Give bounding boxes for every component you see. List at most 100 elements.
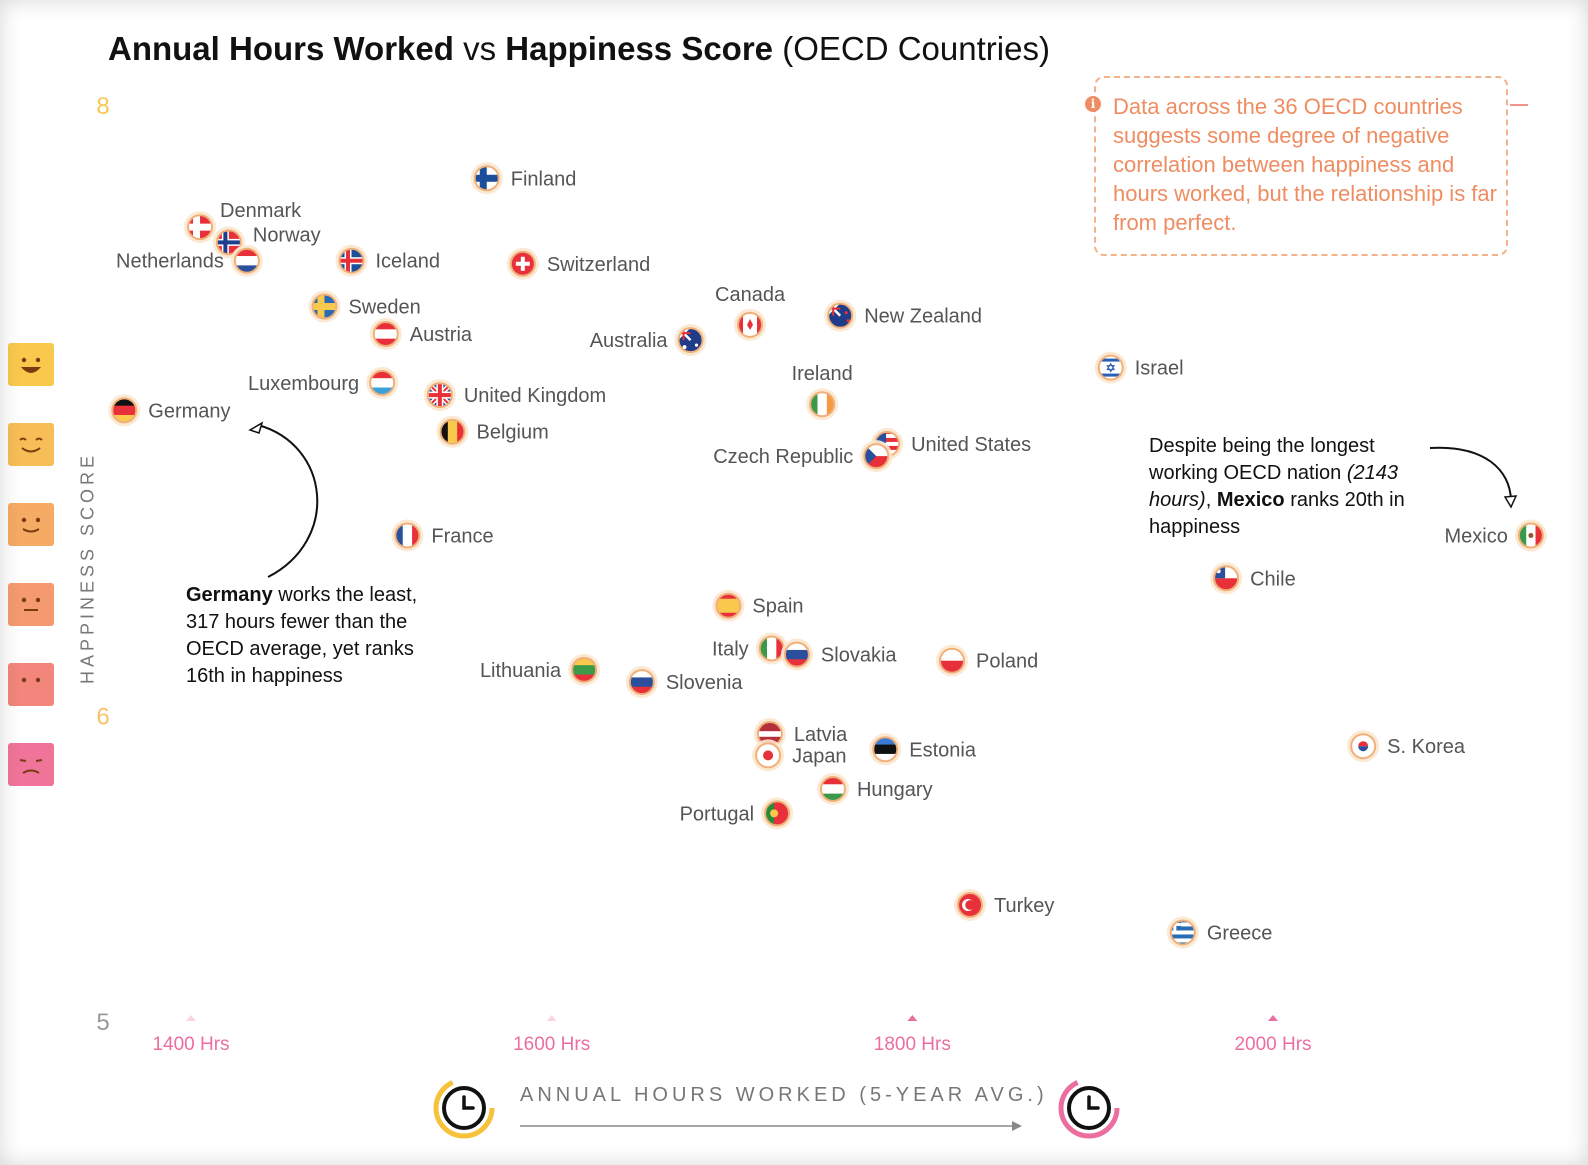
luxembourg-flag-icon (370, 370, 395, 395)
mood-face-very-happy-icon (8, 343, 54, 386)
data-point-united-kingdom: United Kingdom (423, 379, 606, 412)
point-label-denmark: Denmark (220, 200, 302, 222)
austria-flag-icon (373, 322, 398, 346)
point-label-lithuania: Lithuania (480, 660, 562, 682)
point-label-israel: Israel (1135, 358, 1184, 380)
insight-note-text: Data across the 36 OECD countries sugges… (1113, 94, 1497, 235)
point-label-luxembourg: Luxembourg (248, 373, 359, 395)
data-point-ireland: Ireland (792, 363, 853, 421)
france-flag-icon (395, 523, 420, 548)
point-label-mexico: Mexico (1445, 526, 1508, 548)
canada-flag-icon (738, 312, 763, 337)
data-point-poland: Poland (936, 644, 1038, 677)
x-axis-arrow-head (1012, 1121, 1022, 1131)
point-label-portugal: Portugal (680, 803, 755, 825)
point-label-slovakia: Slovakia (821, 645, 897, 667)
point-label-austria: Austria (410, 324, 473, 346)
x-tick-label: 1800 Hrs (874, 1034, 951, 1055)
point-label-netherlands: Netherlands (116, 251, 224, 273)
point-label-turkey: Turkey (994, 895, 1054, 917)
point-label-belgium: Belgium (476, 422, 548, 444)
data-point-belgium: Belgium (436, 415, 549, 448)
x-tick-marker-1400 (186, 1015, 196, 1021)
point-label-iceland: Iceland (375, 251, 440, 273)
x-tick-label: 1400 Hrs (152, 1034, 229, 1055)
data-point-greece: Greece (1166, 916, 1272, 949)
y-tick-label: 6 (96, 704, 109, 731)
poland-flag-icon (940, 648, 965, 673)
italy-flag-icon (759, 636, 784, 661)
clock-icon-end (1058, 1077, 1120, 1139)
mood-face-upset-icon (8, 743, 54, 786)
netherlands-flag-icon (234, 248, 259, 273)
point-label-slovenia: Slovenia (666, 672, 744, 694)
x-axis-label: ANNUAL HOURS WORKED (5-YEAR AVG.) (520, 1084, 1048, 1106)
point-label-canada: Canada (715, 284, 786, 306)
clock-icon-start (433, 1077, 495, 1139)
mood-face-content-icon (8, 503, 54, 546)
point-label-latvia: Latvia (794, 724, 848, 746)
point-label-japan: Japan (792, 745, 847, 767)
spain-flag-icon (716, 593, 741, 618)
data-point-finland: Finland (470, 162, 576, 195)
point-label-poland: Poland (976, 651, 1038, 673)
mood-face-unhappy-icon (8, 663, 54, 706)
data-point-luxembourg: Luxembourg (248, 366, 399, 399)
data-point-s-korea: S. Korea (1347, 730, 1466, 763)
point-label-new-zealand: New Zealand (864, 306, 982, 328)
data-point-estonia: Estonia (869, 733, 977, 766)
data-point-denmark: Denmark (184, 200, 302, 244)
germany-annotation: Germany works the least, 317 hours fewer… (186, 584, 418, 687)
data-point-austria: Austria (369, 318, 473, 350)
mexico-flag-icon (1518, 523, 1543, 548)
data-point-france: France (391, 519, 494, 552)
data-point-united-states: United States (871, 427, 1031, 460)
data-point-iceland: Iceland (335, 244, 440, 277)
germany-arrow-head (248, 421, 264, 434)
point-label-switzerland: Switzerland (547, 254, 650, 276)
point-label-ireland: Ireland (792, 363, 853, 385)
point-label-germany: Germany (148, 400, 230, 422)
data-point-czech-republic: Czech Republic (713, 440, 893, 473)
mood-face-neutral-icon (8, 583, 54, 626)
chart-title: Annual Hours Worked vs Happiness Score (… (108, 30, 1050, 67)
y-tick-label: 8 (96, 93, 109, 120)
point-label-norway: Norway (253, 224, 321, 246)
mood-face-happy-icon (8, 423, 54, 466)
chile-flag-icon (1214, 566, 1239, 591)
point-label-united-kingdom: United Kingdom (464, 385, 606, 407)
point-label-spain: Spain (752, 596, 803, 618)
mood-scale (8, 343, 54, 823)
data-point-new-zealand: New Zealand (824, 299, 982, 332)
data-point-lithuania: Lithuania (480, 653, 601, 686)
x-tick-label: 2000 Hrs (1234, 1034, 1311, 1055)
slovakia-flag-icon (784, 642, 809, 667)
data-point-sweden: Sweden (308, 290, 421, 323)
data-point-slovakia: Slovakia (780, 638, 897, 671)
point-label-sweden: Sweden (348, 297, 420, 319)
data-point-israel: Israel (1094, 351, 1184, 384)
hungary-flag-icon (820, 776, 845, 801)
ireland-flag-icon (810, 392, 835, 417)
data-point-norway: Norway (212, 224, 321, 259)
data-point-mexico: Mexico (1445, 519, 1547, 552)
data-point-hungary: Hungary (816, 772, 933, 805)
y-axis-label: HAPPINESS SCORE (77, 451, 98, 685)
data-point-chile: Chile (1210, 562, 1296, 595)
x-tick-marker-1600 (546, 1015, 557, 1021)
info-icon: i (1085, 96, 1101, 112)
data-point-spain: Spain (712, 589, 804, 622)
point-label-hungary: Hungary (857, 779, 933, 801)
x-tick-marker-2000 (1268, 1015, 1278, 1021)
data-point-canada: Canada (715, 284, 786, 341)
point-label-france: France (431, 526, 493, 548)
belgium-flag-icon (440, 419, 465, 444)
x-tick-marker-1800 (907, 1015, 918, 1021)
point-label-estonia: Estonia (909, 739, 977, 761)
data-point-japan: Japan (752, 739, 847, 772)
data-point-netherlands: Netherlands (116, 244, 263, 277)
lithuania-flag-icon (572, 657, 597, 682)
germany-flag-icon (112, 398, 137, 423)
x-tick-label: 1600 Hrs (513, 1034, 590, 1055)
point-label-united-states: United States (911, 434, 1031, 456)
